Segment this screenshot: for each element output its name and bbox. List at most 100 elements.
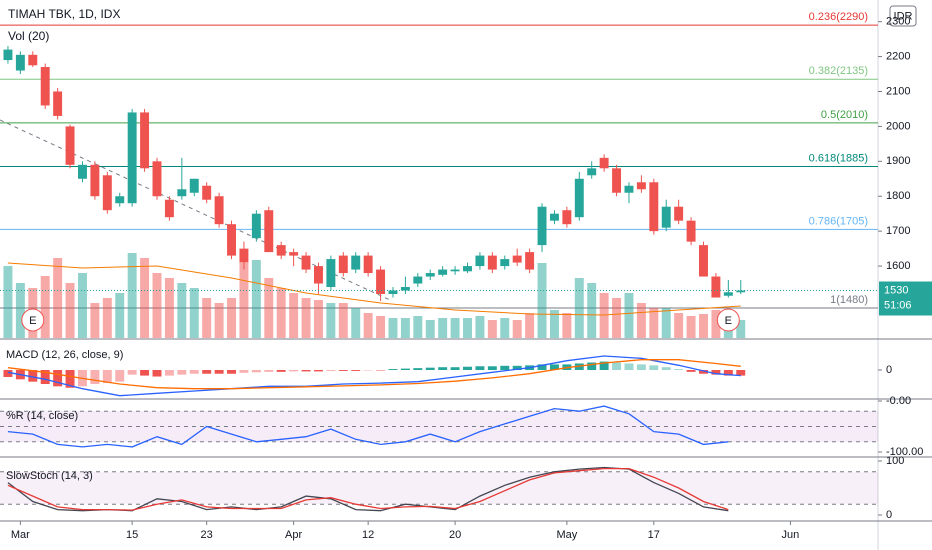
candle-body — [661, 206, 671, 228]
macd-histogram — [65, 370, 75, 388]
volume-ma — [7, 262, 741, 316]
earnings-label: E — [29, 315, 36, 327]
fib-label: 0.382(2135) — [809, 65, 868, 77]
volume-bar — [661, 308, 671, 338]
earnings-label: E — [725, 315, 732, 327]
y-tick-label: 2300 — [886, 16, 910, 28]
candle-body — [177, 189, 187, 197]
volume-bar — [214, 303, 224, 338]
candle-body — [587, 168, 597, 176]
candle-body — [500, 259, 510, 267]
y-tick-label: 2200 — [886, 50, 910, 62]
currency-box[interactable] — [889, 5, 917, 27]
candle-body — [115, 196, 125, 204]
candle-body — [53, 91, 63, 116]
x-tick-label: Jun — [782, 529, 800, 541]
y-tick-label: -100.00 — [886, 446, 923, 458]
volume-bar — [674, 313, 684, 338]
macd-histogram — [301, 370, 311, 372]
candle-body — [649, 182, 659, 232]
candle-body — [525, 252, 535, 270]
candle-body — [127, 112, 137, 204]
x-tick-label: May — [556, 529, 577, 541]
candle-body — [699, 245, 708, 277]
volume-bar — [363, 313, 373, 338]
candle-body — [425, 273, 435, 277]
candle-body — [227, 224, 236, 256]
earnings-marker[interactable] — [21, 308, 45, 332]
volume-bar — [239, 263, 249, 338]
volume-bar — [599, 293, 609, 338]
candle-body — [512, 255, 522, 263]
x-tick-label: 12 — [362, 529, 374, 541]
candle-body — [537, 206, 547, 246]
macd-histogram — [214, 370, 224, 374]
indicator-line — [7, 467, 729, 511]
macd-histogram — [3, 370, 13, 377]
currency[interactable]: IDR — [894, 10, 913, 22]
fib-label: 0.786(1705) — [809, 215, 868, 227]
last-price: 1530 — [884, 284, 908, 296]
volume-bar — [413, 316, 423, 338]
candle-body — [152, 161, 162, 197]
macd-histogram — [276, 370, 286, 372]
indicator-line — [7, 359, 741, 390]
volume-bar — [574, 278, 584, 338]
candle-body — [326, 259, 336, 288]
earnings-marker[interactable] — [716, 308, 740, 332]
candle-body — [214, 196, 224, 225]
countdown: 51:06 — [884, 299, 912, 311]
volume-bar — [115, 293, 125, 338]
fib-label: 0.5(2010) — [821, 109, 868, 121]
macd-histogram — [115, 370, 125, 382]
candle-body — [487, 255, 497, 270]
candle-body — [388, 290, 398, 295]
macd-histogram — [264, 370, 274, 372]
macd-histogram — [537, 364, 547, 370]
volume-bar — [450, 318, 460, 338]
macd-histogram — [177, 370, 187, 375]
x-tick-label: 23 — [201, 529, 213, 541]
macd-histogram — [549, 364, 559, 370]
volume-bar — [140, 258, 150, 338]
volume-bar — [649, 308, 659, 338]
volume-bar — [90, 303, 100, 338]
candle-body — [549, 213, 559, 221]
macd-histogram — [338, 370, 348, 371]
volume-bar — [227, 298, 236, 338]
macd-histogram — [699, 370, 708, 374]
macd-histogram — [736, 370, 746, 376]
volume-bar — [3, 266, 13, 338]
macd-histogram — [475, 366, 485, 370]
pane-title: SlowStoch (14, 3) — [6, 470, 93, 482]
macd-histogram — [500, 365, 510, 370]
macd-histogram — [487, 366, 497, 370]
candle-body — [78, 164, 87, 179]
volume-bar — [537, 263, 547, 338]
fib-label: 1(1480) — [830, 294, 868, 306]
y-tick-label: 1600 — [886, 260, 910, 272]
macd-histogram — [152, 370, 162, 377]
candle-body — [574, 178, 584, 218]
volume-bar — [475, 316, 485, 338]
volume-bar — [400, 318, 410, 338]
candle-body — [239, 248, 249, 263]
candle-body — [202, 185, 212, 200]
candle-body — [723, 292, 733, 296]
volume-bar — [152, 273, 162, 338]
y-tick-label: 1800 — [886, 190, 910, 202]
candle-body — [65, 126, 75, 165]
candle-body — [711, 276, 721, 298]
macd-histogram — [313, 370, 323, 372]
macd-histogram — [227, 370, 236, 374]
macd-histogram — [202, 370, 212, 374]
candle-body — [102, 175, 112, 211]
macd-histogram — [251, 370, 261, 373]
fib-label: 0.618(1885) — [809, 152, 868, 164]
macd-histogram — [661, 367, 671, 370]
volume-bar — [251, 260, 261, 338]
volume-bar — [587, 283, 597, 338]
volume-bar — [65, 283, 75, 338]
volume-bar — [425, 320, 435, 338]
candle-body — [376, 269, 386, 295]
